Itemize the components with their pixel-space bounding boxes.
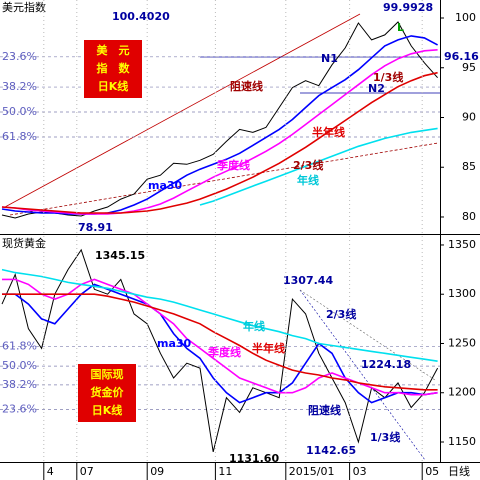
annotation: ma30: [157, 337, 192, 350]
x-tick-label: 03: [353, 465, 367, 478]
annotation: 2/3线: [326, 307, 356, 321]
y-tick-label: 80: [462, 210, 476, 223]
box-text: 日K线: [98, 79, 129, 93]
y-tick-label: 90: [462, 110, 476, 123]
x-tick-label: 05: [425, 465, 439, 478]
y-tick-label: 100: [455, 11, 476, 24]
annotation: 季度线: [216, 158, 250, 172]
fib-label: 50.0%: [2, 105, 37, 118]
box-text: 货金价: [90, 385, 125, 399]
annotation: 1224.18: [361, 358, 411, 371]
annotation: 99.9928: [383, 1, 433, 14]
fib-label: 38.2%: [2, 378, 37, 391]
annotation: 96.16: [444, 50, 479, 63]
fib-label: 61.8%: [2, 339, 37, 352]
ma-line: [2, 283, 438, 404]
y-tick-label: 1250: [448, 336, 476, 349]
fib-label: 50.0%: [2, 359, 37, 372]
title-box: [84, 40, 142, 98]
y-tick-label: 1200: [448, 386, 476, 399]
speed-line: [299, 289, 426, 461]
annotation: 阻速线: [230, 79, 263, 93]
annotation: 半年线: [312, 125, 345, 139]
y-tick-label: 1150: [448, 435, 476, 448]
x-tick-label: 4: [47, 465, 54, 478]
two-thirds-line: [9, 142, 439, 216]
x-tick-label: 2015/01: [289, 465, 335, 478]
annotation: 1/3线: [373, 70, 403, 84]
y-tick-label: 95: [462, 61, 476, 74]
y-tick-label: 1300: [448, 287, 476, 300]
y-tick-label: 85: [462, 160, 476, 173]
ma-line: [1, 268, 438, 362]
box-text: 国际现: [91, 367, 124, 381]
annotation: ma30: [148, 179, 183, 192]
panel-title: 美元指数: [2, 0, 46, 14]
annotation: 年线: [243, 319, 265, 333]
annotation: 78.91: [78, 221, 113, 234]
annotation: 季度线: [207, 345, 241, 359]
annotation: 1/3线: [370, 430, 400, 444]
annotation: 2/3线: [293, 158, 323, 172]
annotation: N2: [368, 82, 385, 95]
annotation: 年线: [297, 173, 319, 187]
box-text: 指 数: [97, 61, 131, 75]
annotation: 半年线: [252, 341, 285, 355]
annotation: L: [397, 21, 404, 34]
fib-label: 23.6%: [2, 50, 37, 63]
ma-line: [199, 127, 438, 206]
two-thirds-line: [299, 289, 436, 381]
annotation: 阻速线: [308, 403, 341, 417]
price-line: [1, 21, 438, 219]
title-box: [78, 364, 136, 422]
ma-line: [2, 278, 438, 396]
ma-line: [1, 49, 438, 215]
ma-line: [1, 71, 438, 214]
annotation: 100.4020: [112, 10, 170, 23]
x-tick-label: 09: [150, 465, 164, 478]
box-text: 美 元: [97, 43, 130, 57]
annotation: N1: [321, 52, 338, 65]
box-text: 日K线: [92, 403, 123, 417]
x-tick-label: 07: [80, 465, 94, 478]
annotation: 1345.15: [95, 249, 145, 262]
annotation: 1307.44: [283, 274, 333, 287]
ma-line: [2, 293, 438, 391]
x-axis-label: 日线: [448, 464, 470, 478]
speed-line: [4, 13, 361, 208]
fib-label: 23.6%: [2, 402, 37, 415]
price-line: [1, 248, 439, 453]
annotation: 1142.65: [306, 444, 356, 457]
y-tick-label: 1350: [448, 238, 476, 251]
x-tick-label: 11: [218, 465, 232, 478]
fib-label: 61.8%: [2, 130, 37, 143]
panel-title: 现货黄金: [2, 236, 46, 250]
annotation: 1131.60: [229, 452, 279, 465]
fib-label: 38.2%: [2, 80, 37, 93]
